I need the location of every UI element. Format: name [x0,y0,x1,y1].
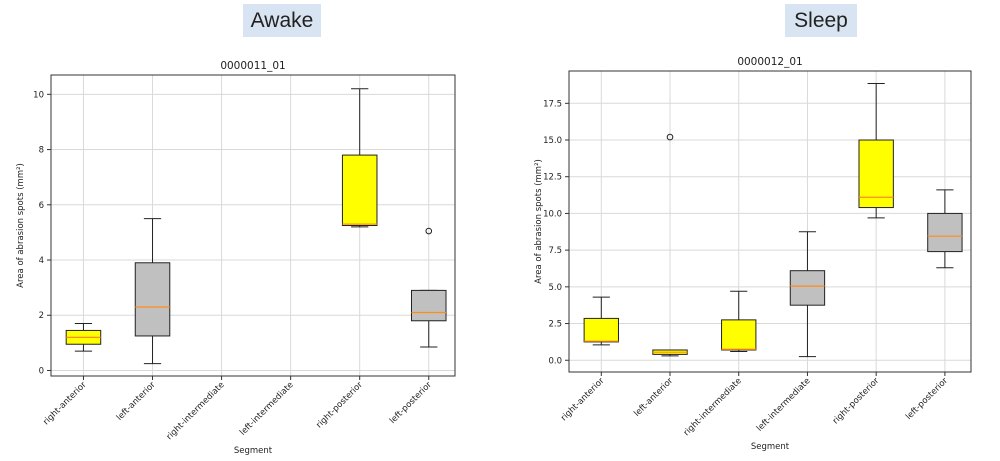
x-tick-label: left-intermediate [238,380,296,438]
y-tick-label: 0.0 [548,356,562,366]
box [410,289,447,322]
x-axis-label: Segment [234,446,273,456]
panel-label-sleep: Sleep [785,4,857,37]
x-tick-label: right-posterior [314,380,365,431]
x-axis-label: Segment [751,442,790,452]
y-tick-label: 12.5 [543,173,562,183]
chart-title: 0000012_01 [737,56,802,68]
axes-frame [50,74,456,377]
x-tick-label: left-anterior [115,380,158,423]
box [858,139,894,209]
box [721,319,757,351]
axes-frame [568,70,972,373]
x-tick-label: left-intermediate [755,376,813,434]
chart-title: 0000011_01 [220,60,285,72]
x-tick-label: left-posterior [388,380,434,426]
panel-label-awake: Awake [243,4,321,37]
x-tick-label: left-posterior [904,376,950,422]
y-tick-label: 6 [39,201,44,211]
x-tick-label: right-intermediate [682,376,744,438]
y-tick-label: 17.5 [543,99,562,109]
y-tick-label: 15.0 [543,136,562,146]
y-tick-label: 5.0 [548,283,562,293]
y-tick-label: 2.5 [548,320,562,330]
x-tick-label: right-anterior [559,376,607,424]
x-tick-label: left-anterior [632,376,675,419]
y-tick-label: 8 [39,146,44,156]
y-tick-label: 7.5 [548,246,562,256]
y-tick-label: 10 [33,90,44,100]
x-tick-label: right-anterior [41,380,89,428]
y-axis-label: Area of abrasion spots (mm²) [16,163,26,288]
box [927,212,963,253]
y-tick-label: 2 [39,311,44,321]
x-tick-label: right-intermediate [165,380,227,442]
y-tick-label: 4 [39,256,44,266]
outlier-point [425,227,433,235]
outlier-point [666,133,674,141]
box [583,317,619,343]
y-axis-label: Area of abrasion spots (mm²) [534,159,544,284]
y-tick-label: 10.0 [543,209,562,219]
chart-sleep: 0.0 2.5 5.0 7.5 10.0 12.5 15.0 17.5 right-anteri… [534,56,972,452]
box [341,154,378,226]
box [789,270,826,306]
box [134,262,171,337]
y-tick-label: 0 [39,366,44,376]
x-tick-label: right-posterior [831,376,882,427]
